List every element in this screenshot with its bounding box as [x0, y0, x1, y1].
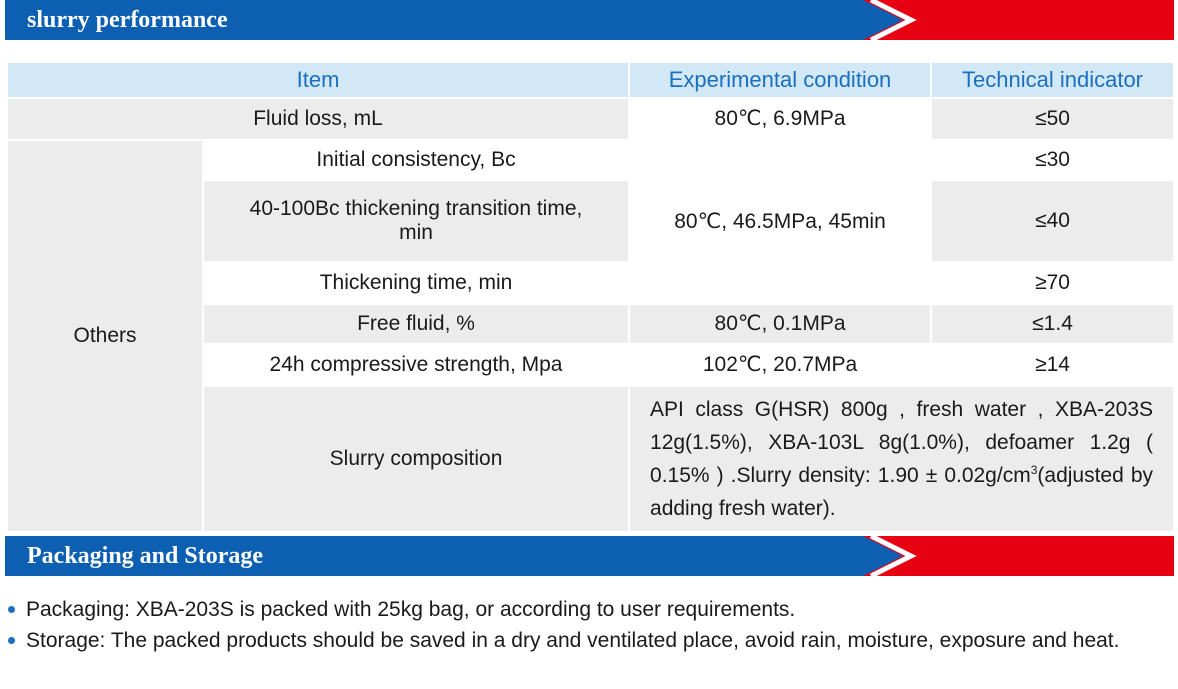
packaging-text: Packaging: XBA-203S is packed with 25kg … — [26, 598, 796, 621]
banner-arrow-graphic — [5, 0, 1174, 40]
slurry-text-part-1: API class G(HSR) 800g , fresh water , XB… — [650, 398, 1154, 487]
section-title: slurry performance — [27, 7, 228, 33]
slurry-composition-label: Slurry composition — [201, 385, 631, 533]
storage-text: Storage: The packed products should be s… — [26, 629, 1120, 652]
cell-indicator: ≥14 — [930, 343, 1176, 387]
banner-arrow-graphic — [5, 536, 1174, 576]
cell-condition: 102℃, 20.7MPa — [628, 343, 933, 387]
cell-item: 40-100Bc thickening transition time, min — [201, 179, 631, 263]
cell-indicator: ≤30 — [930, 139, 1176, 181]
table-row: 40-100Bc thickening transition time, min… — [7, 179, 1176, 263]
packaging-storage-banner: Packaging and Storage — [5, 536, 1174, 576]
slurry-text-superscript: 3 — [1030, 463, 1038, 477]
table-row: Thickening time, min ≥70 — [7, 261, 1176, 305]
slurry-performance-banner: slurry performance — [5, 0, 1174, 40]
list-item: Packaging: XBA-203S is packed with 25kg … — [8, 594, 1174, 625]
header-condition: Experimental condition — [628, 61, 933, 99]
others-label: Others — [6, 139, 204, 533]
table-row: 24h compressive strength, Mpa 102℃, 20.7… — [7, 343, 1176, 387]
table-row: Fluid loss, mL 80℃, 6.9MPa ≤50 — [5, 97, 1176, 141]
slurry-text-part-2: (adjusted by adding fresh water). — [650, 464, 1154, 520]
bullet-icon — [8, 637, 15, 644]
table-row: Others Initial consistency, Bc 80℃, 46.5… — [6, 139, 1176, 533]
bullet-icon — [8, 606, 15, 613]
cell-item: Free fluid, % — [201, 303, 631, 345]
list-item: Storage: The packed products should be s… — [8, 625, 1174, 656]
table-header-row: Item Experimental condition Technical in… — [5, 61, 1176, 99]
cell-condition: 80℃, 6.9MPa — [628, 97, 933, 141]
cell-indicator: ≤1.4 — [930, 303, 1176, 345]
cell-condition: 80℃, 0.1MPa — [628, 303, 933, 345]
cell-item: Initial consistency, Bc — [201, 139, 631, 181]
header-indicator: Technical indicator — [930, 61, 1176, 99]
table-row: Free fluid, % 80℃, 0.1MPa ≤1.4 — [7, 303, 1176, 345]
cell-condition: 80℃, 46.5MPa, 45min — [628, 139, 933, 305]
cell-indicator: ≤50 — [930, 97, 1176, 141]
cell-item: Thickening time, min — [201, 261, 631, 305]
slurry-performance-table: Item Experimental condition Technical in… — [5, 61, 1176, 533]
section-title: Packaging and Storage — [27, 543, 264, 569]
cell-indicator: ≤40 — [930, 179, 1176, 263]
cell-item: 24h compressive strength, Mpa — [201, 343, 631, 387]
cell-item: Fluid loss, mL — [5, 97, 631, 141]
cell-indicator: ≥70 — [930, 261, 1176, 305]
header-item: Item — [5, 61, 631, 99]
packaging-list: Packaging: XBA-203S is packed with 25kg … — [8, 594, 1174, 656]
slurry-composition-text: API class G(HSR) 800g , fresh water , XB… — [628, 385, 1176, 533]
table-row: Slurry composition API class G(HSR) 800g… — [7, 385, 1176, 533]
